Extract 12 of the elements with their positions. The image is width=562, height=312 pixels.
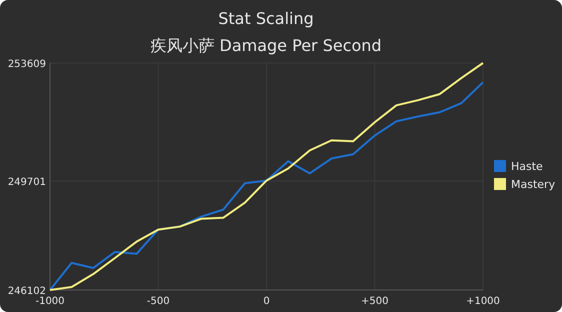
y-tick-label: 246102 <box>8 286 46 297</box>
x-tick-label: +500 <box>361 296 388 307</box>
chart-title: Stat Scaling <box>218 9 314 28</box>
x-tick-label: +1000 <box>466 296 500 307</box>
legend-label: Haste <box>511 160 544 173</box>
y-tick-label: 253609 <box>8 59 46 70</box>
x-tick-label: -1000 <box>35 296 65 307</box>
y-tick-label: 249701 <box>8 177 46 188</box>
x-tick-label: 0 <box>263 296 270 307</box>
x-tick-label: -500 <box>146 296 170 307</box>
legend-label: Mastery <box>511 178 556 191</box>
chart-subtitle: 疾风小萨 Damage Per Second <box>150 36 382 55</box>
